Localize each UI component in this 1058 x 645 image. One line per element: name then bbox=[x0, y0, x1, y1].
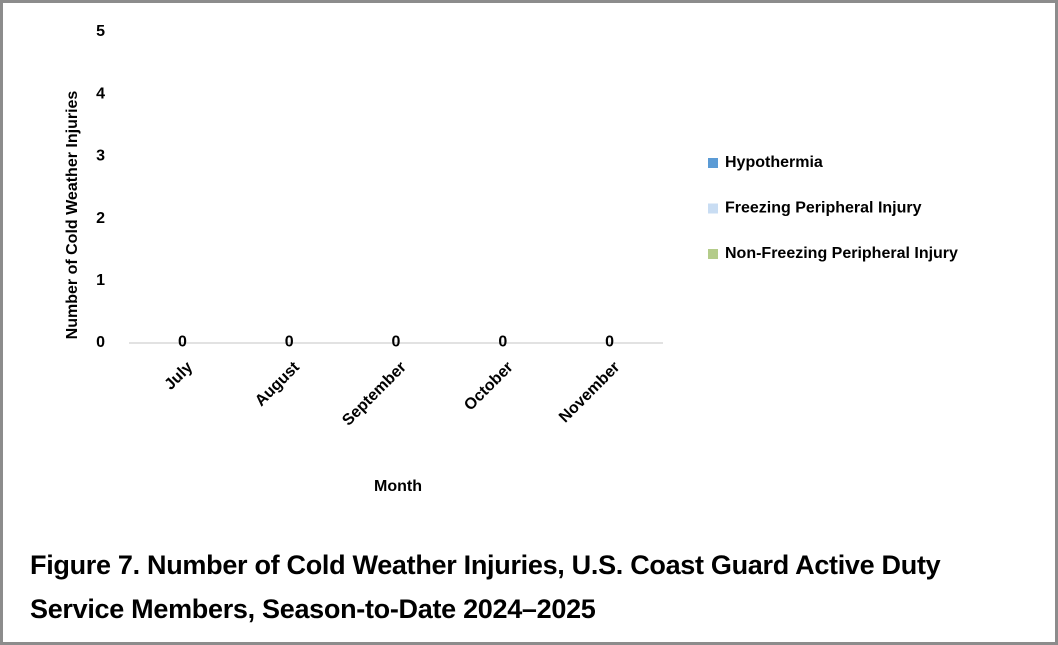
figure-title: Figure 7. Number of Cold Weather Injurie… bbox=[30, 550, 941, 624]
data-label: 0 bbox=[178, 334, 187, 351]
data-label: 0 bbox=[392, 334, 401, 351]
x-tick-label: July bbox=[162, 359, 197, 394]
x-axis-title: Month bbox=[374, 478, 422, 495]
legend-swatch bbox=[708, 249, 718, 259]
y-tick-label: 0 bbox=[96, 334, 105, 351]
y-tick-label: 1 bbox=[96, 272, 105, 289]
legend-label: Non-Freezing Peripheral Injury bbox=[725, 245, 958, 262]
y-tick-label: 5 bbox=[96, 23, 105, 40]
legend-label: Hypothermia bbox=[725, 154, 823, 171]
legend-swatch bbox=[708, 158, 718, 168]
x-tick-label: November bbox=[556, 359, 623, 426]
x-tick-label: September bbox=[339, 359, 410, 430]
x-tick-label: October bbox=[461, 359, 516, 414]
data-label: 0 bbox=[605, 334, 614, 351]
y-axis-title: Number of Cold Weather Injuries bbox=[64, 91, 81, 340]
chart: Month Number of Cold Weather Injuries 0 1… bbox=[64, 23, 958, 495]
legend-swatch bbox=[708, 203, 718, 214]
y-tick-label: 3 bbox=[96, 148, 105, 165]
y-tick-label: 4 bbox=[96, 85, 105, 102]
y-tick-label: 2 bbox=[96, 210, 105, 227]
data-label: 0 bbox=[498, 334, 507, 351]
legend-label: Freezing Peripheral Injury bbox=[725, 200, 922, 217]
x-tick-label: August bbox=[252, 358, 303, 409]
data-label: 0 bbox=[285, 334, 294, 351]
